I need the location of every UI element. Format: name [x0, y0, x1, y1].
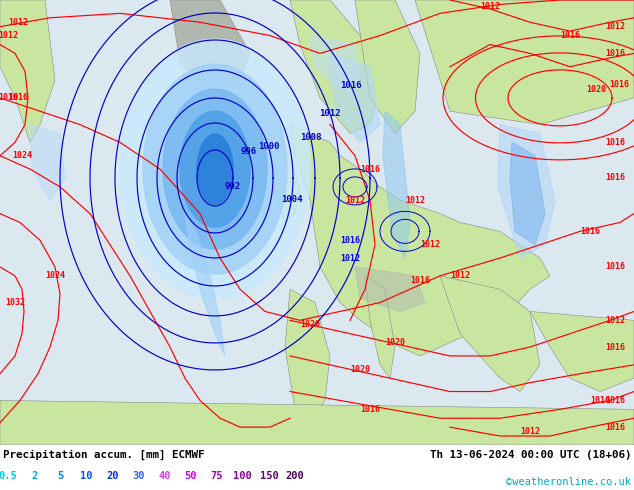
Polygon shape	[330, 53, 380, 143]
Text: 40: 40	[158, 471, 171, 481]
Text: Precipitation accum. [mm] ECMWF: Precipitation accum. [mm] ECMWF	[3, 450, 205, 460]
Text: 10: 10	[80, 471, 93, 481]
Text: 0.5: 0.5	[0, 471, 17, 481]
Polygon shape	[365, 276, 395, 378]
Text: 1016: 1016	[560, 31, 580, 40]
Text: 30: 30	[133, 471, 145, 481]
Text: 1016: 1016	[0, 94, 18, 102]
Text: 1012: 1012	[480, 2, 500, 11]
Polygon shape	[355, 267, 425, 312]
Text: 1012: 1012	[320, 109, 341, 118]
Text: 50: 50	[184, 471, 197, 481]
Text: 1012: 1012	[520, 427, 540, 436]
Polygon shape	[120, 39, 310, 299]
Text: 1016: 1016	[580, 227, 600, 236]
Text: 1000: 1000	[257, 142, 279, 151]
Text: 200: 200	[286, 471, 304, 481]
Text: 2: 2	[31, 471, 37, 481]
Text: 1024: 1024	[45, 271, 65, 280]
Polygon shape	[415, 0, 634, 124]
Polygon shape	[0, 0, 55, 143]
Text: 1012: 1012	[605, 22, 625, 31]
Text: 1020: 1020	[300, 320, 320, 329]
Polygon shape	[290, 124, 550, 356]
Polygon shape	[185, 214, 225, 356]
Text: 1016: 1016	[410, 276, 430, 285]
Text: 150: 150	[259, 471, 278, 481]
Text: 1012: 1012	[605, 316, 625, 325]
Polygon shape	[197, 134, 233, 204]
Text: 1016: 1016	[360, 165, 380, 173]
Text: 1016: 1016	[609, 80, 629, 89]
Text: 1008: 1008	[300, 133, 321, 142]
Text: 1016: 1016	[605, 343, 625, 351]
Polygon shape	[285, 289, 330, 423]
Polygon shape	[290, 0, 380, 133]
Text: 1012: 1012	[420, 240, 440, 249]
Text: 1016: 1016	[340, 81, 362, 91]
Text: 1016: 1016	[605, 422, 625, 432]
Text: 1016: 1016	[605, 263, 625, 271]
Text: 75: 75	[210, 471, 223, 481]
Text: 100: 100	[233, 471, 252, 481]
Text: 1016: 1016	[605, 49, 625, 58]
Polygon shape	[0, 400, 634, 445]
Polygon shape	[310, 36, 360, 89]
Text: 1016: 1016	[590, 396, 610, 405]
Text: 1012: 1012	[340, 253, 360, 263]
Text: 1012: 1012	[0, 31, 18, 40]
Polygon shape	[163, 89, 267, 249]
Text: 1016: 1016	[360, 405, 380, 414]
Text: 1020: 1020	[350, 365, 370, 374]
Polygon shape	[275, 143, 300, 222]
Polygon shape	[530, 312, 634, 392]
Polygon shape	[510, 143, 545, 245]
Text: ©weatheronline.co.uk: ©weatheronline.co.uk	[506, 477, 631, 487]
Polygon shape	[498, 124, 555, 258]
Polygon shape	[180, 111, 250, 227]
Text: 1020: 1020	[586, 85, 606, 94]
Polygon shape	[30, 124, 65, 200]
Polygon shape	[143, 64, 287, 274]
Text: 1004: 1004	[281, 195, 302, 204]
Text: 1016: 1016	[605, 173, 625, 182]
Text: 1016: 1016	[605, 138, 625, 147]
Text: 1024: 1024	[12, 151, 32, 160]
Polygon shape	[383, 111, 410, 258]
Text: Th 13-06-2024 00:00 UTC (18+06): Th 13-06-2024 00:00 UTC (18+06)	[429, 450, 631, 460]
Text: 1020: 1020	[385, 338, 405, 347]
Polygon shape	[355, 0, 420, 133]
Text: 1016: 1016	[8, 94, 28, 102]
Text: 1012: 1012	[632, 75, 634, 84]
Text: 5: 5	[57, 471, 63, 481]
Polygon shape	[440, 276, 540, 392]
Text: 1012: 1012	[450, 271, 470, 280]
Text: 1032: 1032	[5, 298, 25, 307]
Text: 996: 996	[240, 147, 256, 156]
Text: 1016: 1016	[340, 236, 360, 245]
Text: 20: 20	[106, 471, 119, 481]
Text: 992: 992	[224, 182, 240, 191]
Text: 1016: 1016	[605, 396, 625, 405]
Text: 1012: 1012	[345, 196, 365, 205]
Text: 1012: 1012	[405, 196, 425, 205]
Polygon shape	[170, 0, 250, 89]
Text: 1012: 1012	[8, 18, 28, 27]
